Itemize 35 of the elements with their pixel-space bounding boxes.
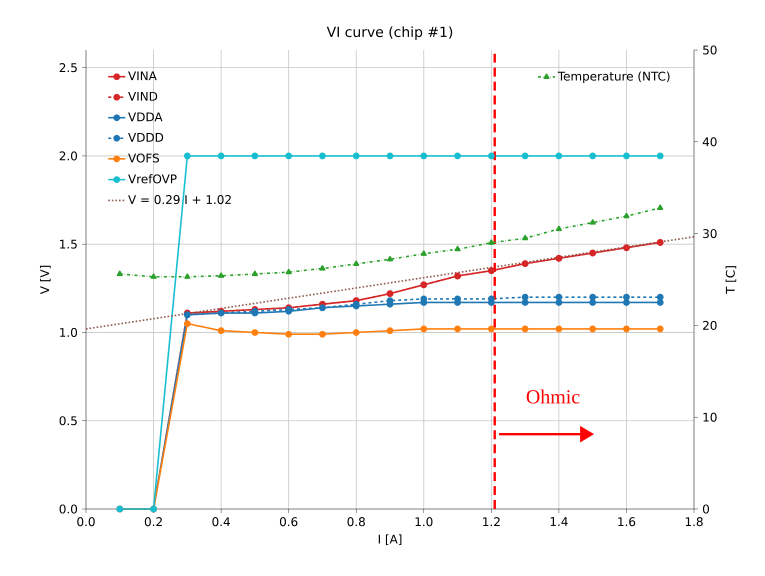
legend-label: Temperature (NTC) (558, 71, 670, 84)
x-tick-label: 0.4 (212, 517, 230, 526)
y-tick-label: 2.5 (60, 63, 77, 72)
y-tick-label: 0.0 (60, 504, 78, 514)
legend-label: VrefOVP (128, 174, 177, 184)
y2-tick-label: 30 (703, 229, 717, 238)
y2-tick-label: 0 (702, 504, 710, 514)
legend-label: VOFS (128, 154, 159, 163)
x-tick-label: 0.8 (348, 517, 365, 526)
x-axis-title: I [A] (378, 534, 402, 546)
x-tick-label: 0.0 (77, 517, 95, 526)
legend-label: V = 0.29 I + 1.02 (128, 195, 231, 204)
y2-tick-label: 50 (703, 45, 717, 55)
x-tick-label: 1.2 (483, 517, 500, 526)
y2-axis-title: T [C] (726, 266, 736, 294)
x-tick-label: 1.0 (416, 517, 432, 526)
x-tick-label: 1.8 (686, 517, 703, 526)
x-tick-label: 1.6 (618, 517, 636, 526)
y2-tick-label: 40 (702, 137, 717, 146)
legend-label: VDDA (128, 112, 162, 122)
y-tick-label: 1.0 (60, 328, 78, 337)
y2-tick-label: 10 (704, 412, 717, 422)
x-tick-label: 0.2 (144, 517, 162, 526)
legend-label: VINA (128, 71, 157, 80)
y-tick-label: 0.5 (60, 416, 77, 426)
y-tick-label: 2.0 (60, 151, 78, 160)
ref-line-label: Ohmic (526, 390, 580, 404)
x-tick-label: 0.6 (280, 517, 298, 526)
y-tick-label: 1.5 (60, 240, 77, 249)
legend-label: VDDD (128, 132, 164, 142)
y-axis-title: V [V] (40, 266, 51, 294)
x-tick-label: 1.4 (550, 517, 568, 526)
legend-label: VIND (128, 92, 158, 101)
chart-title: VI curve (chip #1) (326, 26, 452, 40)
y2-tick-label: 20 (703, 320, 717, 330)
